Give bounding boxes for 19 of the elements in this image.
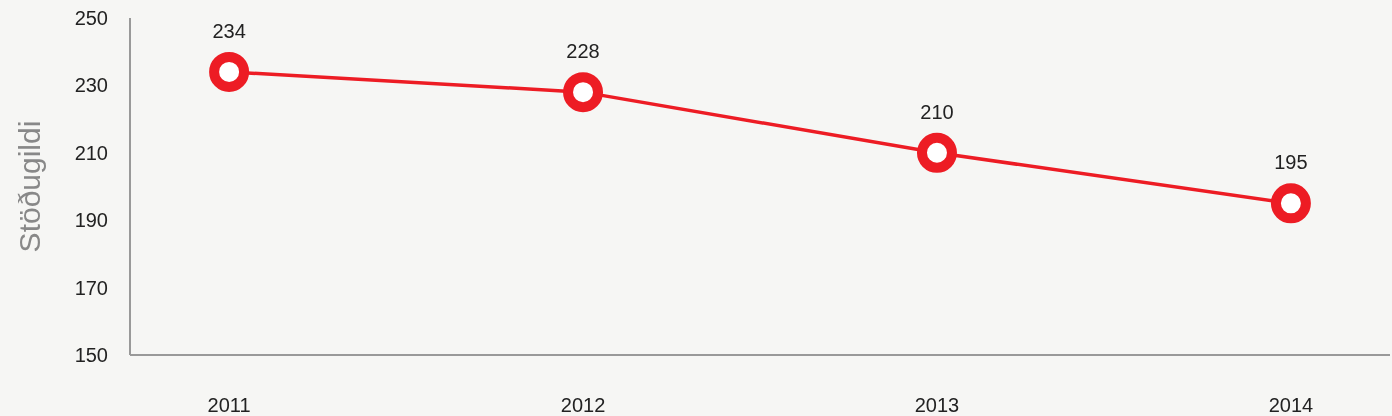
data-label: 234 [212,19,246,42]
data-label: 195 [1274,151,1308,174]
point [563,72,604,113]
x-tick-label: 2013 [914,394,960,416]
y-tick-label: 230 [74,74,108,97]
data-label: 210 [920,100,954,123]
x-tick-label: 2014 [1268,394,1314,416]
y-tick-label: 150 [74,344,108,366]
x-tick-label: 2012 [560,394,606,416]
point [1270,183,1311,224]
x-tick-label: 2011 [207,394,251,416]
y-tick-label: 190 [74,209,108,232]
y-tick-label: 210 [74,141,108,164]
y-axis-title: Stöðugildi [13,120,46,253]
data-label: 228 [566,40,600,63]
point [916,132,957,173]
point [209,51,250,92]
y-tick-label: 170 [74,276,108,299]
y-tick-label: 250 [74,7,108,29]
